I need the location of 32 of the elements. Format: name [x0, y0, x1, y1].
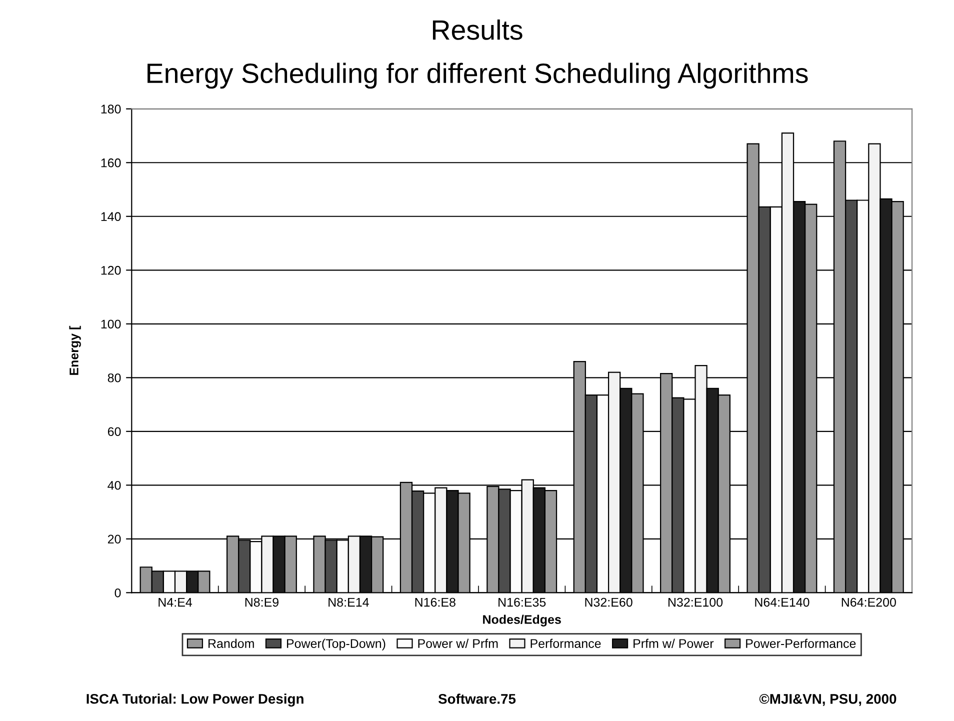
- legend-label: Power-Performance: [746, 638, 856, 648]
- y-tick-label: 180: [101, 104, 121, 114]
- x-tick-label: N32:E60: [585, 598, 632, 607]
- y-tick-label: 160: [101, 158, 121, 168]
- x-tick-label: N8:E9: [245, 598, 278, 607]
- legend-label: Prfm w/ Power: [634, 638, 714, 648]
- y-tick-label: 40: [108, 480, 121, 490]
- y-axis-title: Energy [: [69, 326, 81, 375]
- y-tick-label: 0: [114, 588, 121, 598]
- y-tick-label: 20: [108, 534, 121, 544]
- x-tick-label: N8:E14: [328, 598, 369, 607]
- x-tick-label: N64:E140: [755, 598, 810, 607]
- x-tick-label: N32:E100: [668, 598, 723, 607]
- text: ISCA Tutorial: Low Power Design: [86, 694, 304, 707]
- x-axis-title: Nodes/Edges: [483, 614, 561, 626]
- x-tick-label: N16:E8: [415, 598, 456, 607]
- y-tick-label: 80: [108, 373, 121, 382]
- x-tick-label: N4:E4: [158, 598, 192, 607]
- y-tick-label: 140: [101, 212, 121, 222]
- x-tick-label: N16:E35: [498, 598, 546, 607]
- legend-label: Power w/ Prfm: [418, 638, 498, 648]
- x-tick-label: N64:E200: [842, 598, 896, 607]
- text: ©MJI&VN, PSU, 2000: [759, 694, 896, 706]
- y-tick-label: 60: [108, 427, 121, 436]
- legend-label: Power(Top-Down): [286, 638, 386, 650]
- y-tick-label: 120: [101, 266, 121, 275]
- text: Software.75: [438, 694, 516, 704]
- legend-label: Performance: [530, 638, 601, 648]
- chart-subtitle: Energy Scheduling for different Scheduling Algorithms: [148, 62, 808, 89]
- legend-label: Random: [208, 638, 254, 648]
- chart-title: Results: [432, 20, 522, 40]
- y-tick-label: 100: [101, 320, 121, 329]
